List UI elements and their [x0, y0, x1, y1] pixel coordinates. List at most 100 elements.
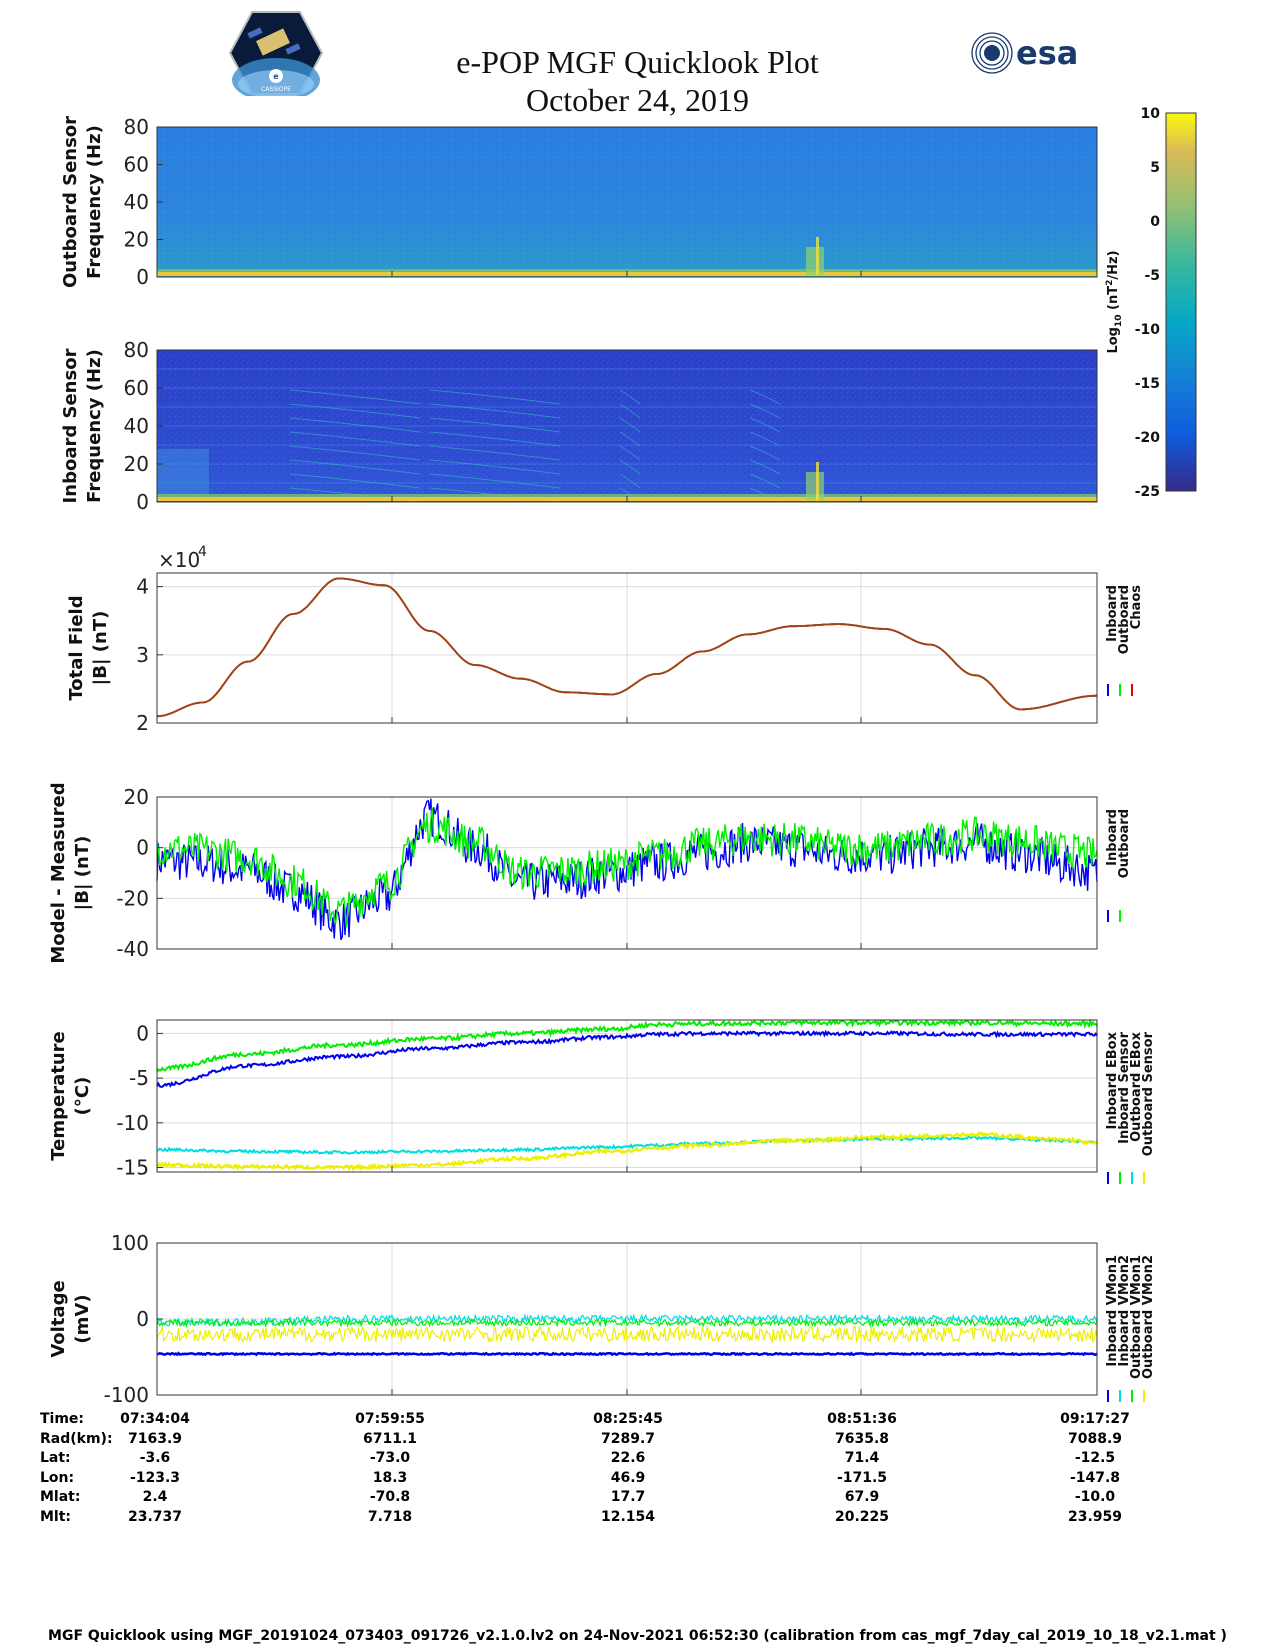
colorbar-tick-label: -5: [1144, 268, 1160, 284]
exponent-label: ×104: [158, 544, 207, 572]
low-freq-patch: [157, 448, 209, 499]
y-tick-label: 20: [124, 785, 149, 809]
y-tick-label: 60: [124, 376, 149, 400]
y-tick-label: -10: [116, 1111, 149, 1135]
spectral-track: [619, 431, 641, 447]
spectral-track: [429, 445, 561, 461]
spectral-track: [289, 473, 421, 489]
spectral-track: [749, 417, 781, 433]
series-line-inboard-ebox: [156, 1029, 1098, 1088]
burst-core: [816, 237, 819, 275]
y-tick-label: 20: [124, 452, 149, 476]
ephemeris-cell: 23.959: [1067, 1508, 1123, 1525]
spectral-track: [289, 445, 421, 461]
colorbar-label: Log10 (nT2/Hz): [1105, 250, 1124, 353]
legend-label: Inboard VMon1: [1105, 1255, 1120, 1367]
spectral-track: [619, 403, 641, 419]
spectral-track: [429, 431, 561, 447]
legend-entry: Inboard VMon1: [1105, 1255, 1120, 1367]
legend-entry: Inboard VMon2: [1117, 1255, 1132, 1367]
spectral-track: [749, 389, 781, 405]
series-line-inboard-vmon2: [156, 1313, 1098, 1327]
legend-label: Outboard Sensor: [1141, 1031, 1156, 1156]
spectrogram-noise: [157, 127, 1097, 277]
model-minus-measured-series: [156, 798, 1098, 941]
spectral-track: [619, 459, 641, 475]
spectral-track: [749, 459, 781, 475]
y-tick-label: -20: [116, 886, 149, 910]
colorbar-tick-label: -20: [1135, 430, 1161, 446]
colorbar-label-label_sup: 2: [1105, 280, 1115, 286]
colorbar-label-text: Log10 (nT2/Hz): [1105, 250, 1124, 353]
legend-label: Inboard EBox: [1105, 1031, 1120, 1129]
ephemeris-cell: -70.8: [369, 1489, 411, 1505]
spectral-track: [429, 389, 561, 405]
spectral-track: [429, 473, 561, 489]
spectral-track: [289, 459, 421, 475]
exponent-base: ×10: [158, 548, 200, 572]
y-axis-label-line2: |B| (nT): [72, 836, 93, 911]
colorbar-label-label_end: /Hz): [1106, 250, 1121, 279]
legend-label: Inboard: [1105, 585, 1120, 642]
ephemeris-cell: 7163.9: [127, 1430, 183, 1447]
series-line-inboard-vmon1: [157, 1351, 1098, 1357]
y-tick-label: 0: [136, 265, 149, 289]
y-tick-label: -15: [116, 1156, 149, 1180]
ephemeris-cell: 17.7: [610, 1489, 646, 1505]
voltage-series: [156, 1313, 1098, 1357]
colorbar-tick-label: 10: [1141, 106, 1161, 122]
series-line-outboard-ebox: [156, 1135, 1098, 1156]
y-tick-label: -40: [116, 937, 149, 961]
y-tick-label: 4: [136, 575, 149, 599]
legend-entry: Inboard: [1105, 585, 1120, 642]
legend-entry: Inboard Sensor: [1117, 1031, 1132, 1143]
ephemeris-cell: -171.5: [836, 1469, 888, 1486]
colorbar-tick-label: 5: [1150, 160, 1160, 176]
colorbar-label-label_unit: (nT: [1106, 286, 1121, 315]
exponent-power: 4: [198, 544, 207, 560]
ephemeris-cell: 08:25:45: [593, 1411, 663, 1427]
series-line-outboard-sensor: [156, 1130, 1098, 1172]
spectral-track: [619, 473, 641, 489]
y-tick-label: 0: [136, 490, 149, 514]
ephemeris-cell: -12.5: [1074, 1450, 1116, 1466]
inboard-spectrogram: [157, 350, 1097, 503]
y-axis-label: Temperature (°C): [48, 1031, 93, 1160]
y-tick-label: 40: [124, 414, 149, 438]
series-line-outboard: [156, 807, 1098, 927]
legend-label: Outboard VMon1: [1129, 1255, 1144, 1379]
legend-label: Outboard: [1117, 809, 1132, 878]
plot-title: e-POP MGF Quicklook Plot: [456, 44, 819, 80]
spectral-track: [749, 473, 781, 489]
legend-entry: Outboard: [1117, 809, 1132, 878]
spectral-track: [429, 403, 561, 419]
colorbar-label-label_sub: 10: [1114, 314, 1124, 327]
ephemeris-cell: 7.718: [367, 1508, 413, 1525]
ephemeris-cell: 67.9: [844, 1489, 880, 1505]
spectral-track: [619, 417, 641, 433]
y-axis-label-line1: Inboard Sensor: [60, 348, 81, 503]
ephemeris-row-label: Rad(km):: [40, 1430, 113, 1447]
ephemeris-cell: 18.3: [372, 1469, 408, 1486]
outboard-spectrogram: [157, 127, 1097, 277]
legend-label: Inboard VMon2: [1117, 1255, 1132, 1367]
ephemeris-cell: 6711.1: [362, 1430, 418, 1447]
spectral-track: [749, 431, 781, 447]
y-tick-label: -100: [104, 1383, 149, 1407]
series-line-inboard-sensor: [156, 1018, 1098, 1073]
y-axis-label: Outboard Sensor Frequency (Hz): [60, 116, 105, 288]
y-axis-label: Inboard Sensor Frequency (Hz): [60, 348, 105, 503]
ephemeris-cell: -10.0: [1074, 1489, 1116, 1505]
ephemeris-cell: -73.0: [369, 1450, 411, 1466]
low-frequency-halo: [157, 269, 1097, 272]
y-tick-label: 0: [136, 1021, 149, 1045]
legend-entry: Inboard EBox: [1105, 1031, 1120, 1129]
legend-label: Outboard EBox: [1129, 1031, 1144, 1141]
series-line-outboard-vmon1: [156, 1317, 1098, 1329]
spectral-track: [619, 389, 641, 405]
